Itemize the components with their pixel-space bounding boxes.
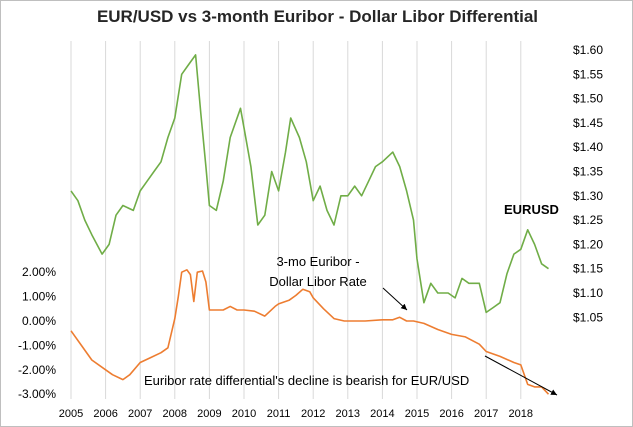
x-tick-label: 2009	[197, 408, 221, 420]
x-tick-label: 2010	[232, 408, 256, 420]
right-axis-tick-label: $1.40	[573, 140, 603, 154]
x-tick-label: 2008	[163, 408, 187, 420]
right-axis-tick-label: $1.60	[573, 43, 603, 57]
x-tick-label: 2014	[370, 408, 394, 420]
right-axis-tick-label: $1.55	[573, 67, 603, 81]
x-tick-label: 2007	[128, 408, 152, 420]
right-axis-tick-label: $1.10	[573, 286, 603, 300]
eurusd-series-label: EURUSD	[504, 202, 559, 217]
rate-series-label-line1: 3-mo Euribor -	[276, 254, 359, 269]
left-axis-tick-label: -1.00%	[18, 338, 56, 352]
chart-title: EUR/USD vs 3-month Euribor - Dollar Libo…	[96, 7, 539, 26]
right-axis-tick-label: $1.20	[573, 237, 603, 251]
x-tick-label: 2013	[336, 408, 360, 420]
left-axis-tick-label: -3.00%	[18, 387, 56, 401]
rate-series-label-line2: Dollar Libor Rate	[269, 274, 367, 289]
left-axis-tick-label: -2.00%	[18, 363, 56, 377]
right-axis-tick-label: $1.25	[573, 213, 603, 227]
left-axis-tick-label: 2.00%	[22, 265, 56, 279]
bearish-annotation-arrow	[484, 355, 558, 396]
right-axis-tick-label: $1.15	[573, 262, 603, 276]
x-tick-label: 2012	[301, 408, 325, 420]
x-tick-label: 2016	[439, 408, 463, 420]
x-tick-label: 2018	[509, 408, 533, 420]
x-tick-label: 2006	[93, 408, 117, 420]
right-axis-tick-label: $1.45	[573, 116, 603, 130]
left-axis-tick-label: 1.00%	[22, 290, 56, 304]
left-axis-tick-label: 0.00%	[22, 314, 56, 328]
x-tick-label: 2015	[405, 408, 429, 420]
right-axis-tick-label: $1.35	[573, 165, 603, 179]
x-tick-label: 2005	[59, 408, 83, 420]
eurusd-line	[70, 54, 549, 314]
right-axis-tick-label: $1.05	[573, 310, 603, 324]
right-axis-tick-label: $1.30	[573, 189, 603, 203]
rate-label-arrow	[382, 287, 408, 311]
rate-differential-line	[70, 268, 550, 395]
x-tick-label: 2017	[474, 408, 498, 420]
right-axis-tick-label: $1.50	[573, 92, 603, 106]
x-tick-label: 2011	[267, 408, 291, 420]
bearish-annotation: Euribor rate differential's decline is b…	[144, 373, 469, 388]
